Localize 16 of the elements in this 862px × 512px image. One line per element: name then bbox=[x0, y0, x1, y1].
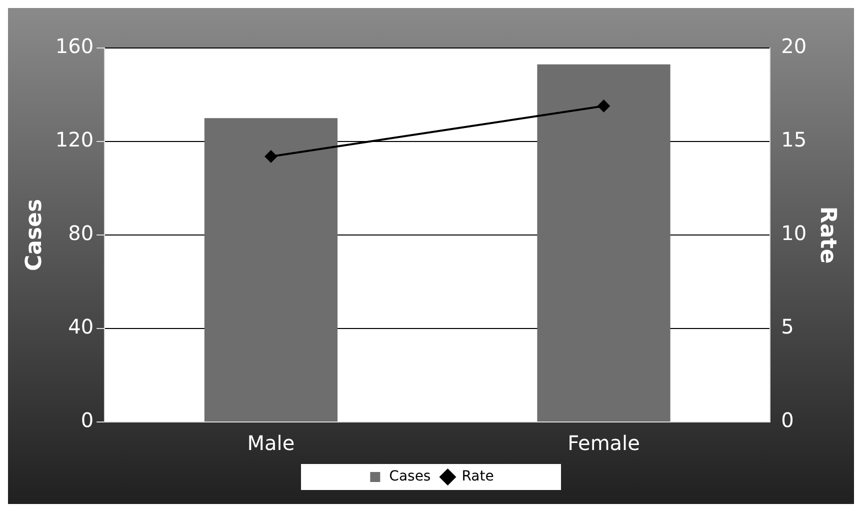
y-axis-title: Cases bbox=[22, 198, 47, 272]
x-tick-label: Female bbox=[568, 431, 640, 456]
y2-tick-label: 5 bbox=[781, 314, 794, 339]
y-tick-label: 40 bbox=[68, 314, 94, 339]
y2-tick-label: 20 bbox=[781, 34, 807, 58]
legend-label: Cases bbox=[389, 468, 431, 485]
y-tick-label: 160 bbox=[55, 34, 94, 58]
legend-label: Rate bbox=[462, 468, 494, 485]
y-tick-label: 120 bbox=[55, 128, 94, 152]
y2-tick-label: 10 bbox=[781, 221, 807, 246]
x-tick-label: Male bbox=[247, 431, 295, 456]
y2-tick-label: 15 bbox=[781, 128, 807, 152]
y-tick-label: 80 bbox=[68, 221, 94, 246]
y-tick-label: 0 bbox=[80, 408, 94, 432]
y2-tick-label: 0 bbox=[781, 408, 794, 432]
y2-axis-title: Rate bbox=[815, 206, 840, 264]
